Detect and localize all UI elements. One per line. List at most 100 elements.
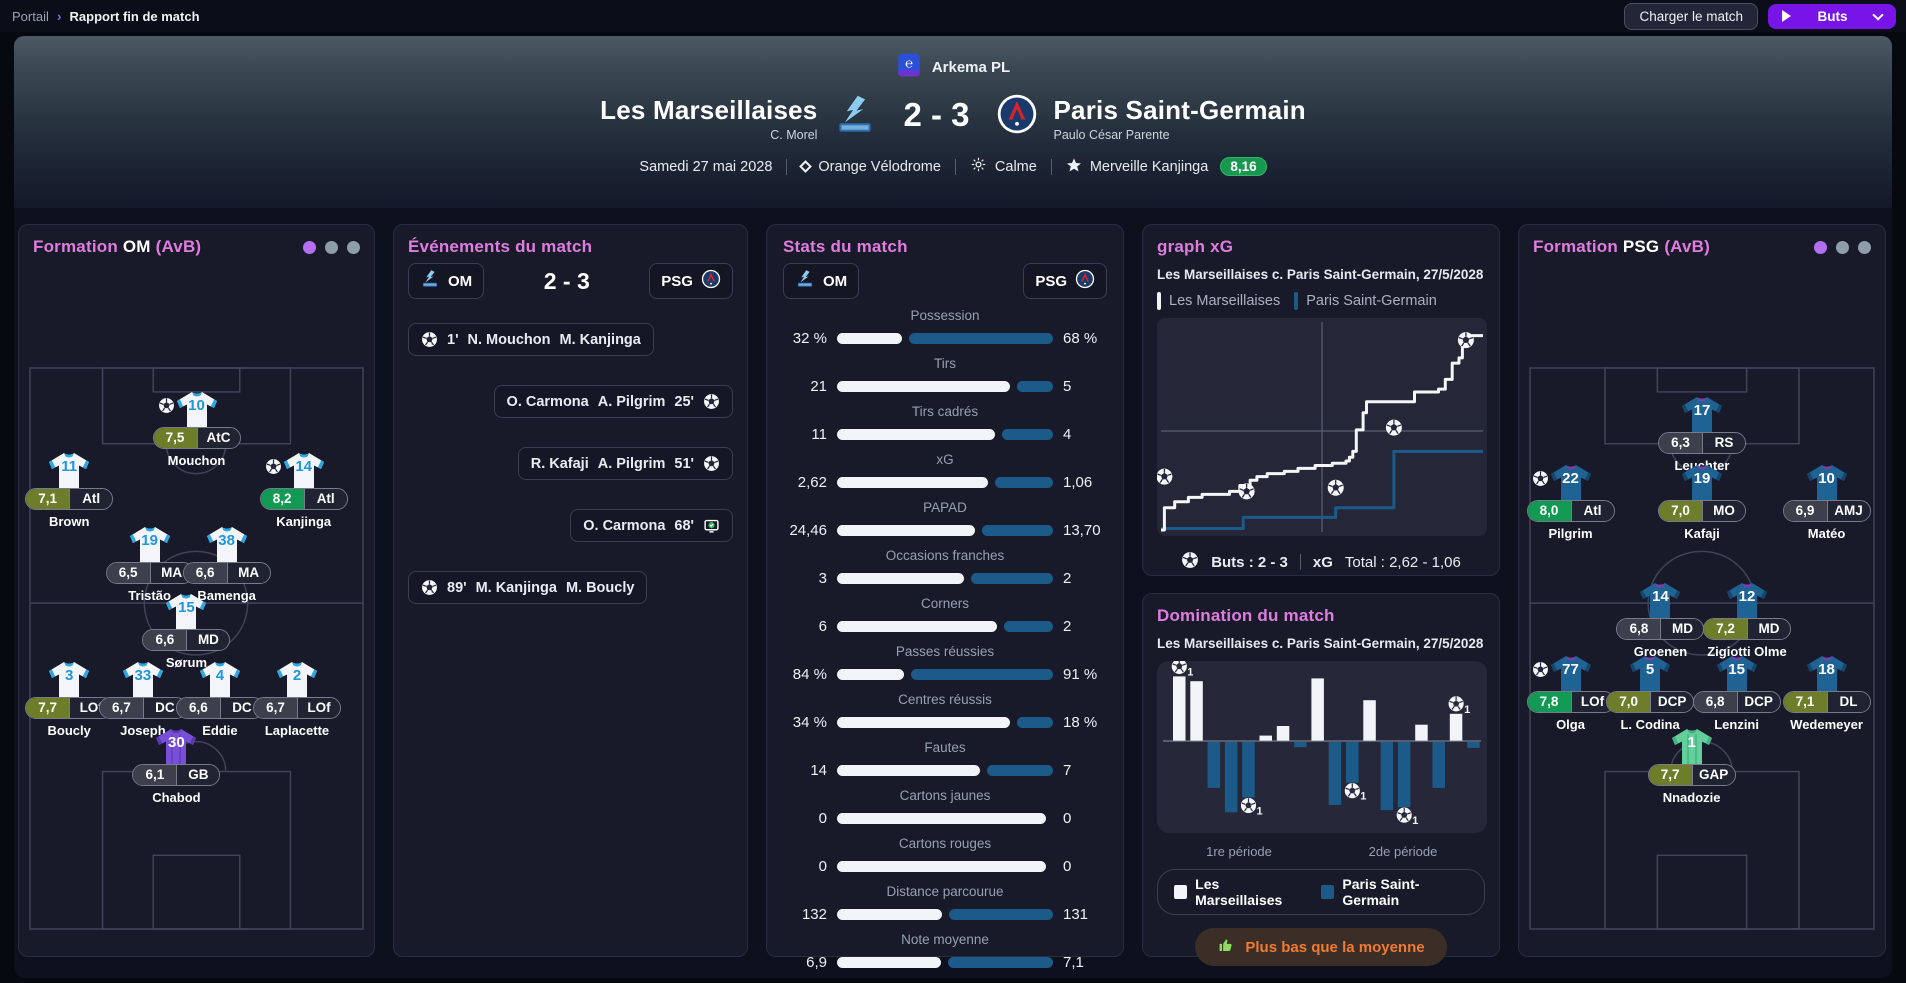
player-pilgrim[interactable]: 22 8,0 Atl Pilgrim [1516,463,1626,541]
player-boucly[interactable]: 3 7,7 LOf Boucly [14,660,124,738]
player-trist-o[interactable]: 19 6,5 MA Tristão [95,525,205,603]
load-match-button[interactable]: Charger le match [1624,2,1758,30]
event-assist: A. Pilgrim [597,393,666,410]
stat-home-value: 24,46 [789,522,827,539]
shirt-number: 15 [1728,661,1745,679]
goal-icon [421,331,438,348]
stat-bar-away [995,477,1053,488]
panel-domination: Domination du match Les Marseillaises c.… [1142,593,1500,966]
player-rating-pill: 7,1 Atl [25,488,114,511]
player-rating-pill: 6,7 LOf [253,696,341,719]
player-groenen[interactable]: 14 6,8 MD Groenen [1605,581,1715,659]
player-rating-pill: 6,6 MD [142,629,231,652]
shirt-number: 22 [1562,469,1579,487]
best-player-name[interactable]: Merveille Kanjinga [1089,158,1209,175]
player-mouchon[interactable]: 10 7,5 AtC Mouchon [142,390,252,468]
stat-bar-home [837,573,965,584]
stat-home-value: 2,62 [797,474,827,491]
view-dot-active[interactable] [1814,240,1827,254]
player-l-codina[interactable]: 5 7,0 DCP L. Codina [1595,654,1705,732]
xg-total-value: Total : 2,62 - 1,06 [1344,553,1461,571]
player-name: Wedemeyer [1790,717,1863,733]
view-dot-active[interactable] [303,240,316,254]
home-team-chip[interactable]: OM [408,263,485,299]
home-team-chip[interactable]: OM [783,263,860,299]
goal-icon [421,579,438,596]
player-eddie[interactable]: 4 6,6 DC Eddie [165,660,275,738]
stat-bar-away [910,669,1053,680]
player-s-rum[interactable]: 15 6,6 MD Sørum [131,592,241,670]
stat-bar-away [971,573,1053,584]
player-rating-pill: 6,8 DCP [1692,691,1781,714]
stat-row-corners: Corners 6 2 [783,596,1107,635]
player-zigiotti-olme[interactable]: 12 7,2 MD Zigiotti Olme [1692,581,1802,659]
psg-logo-icon [1075,269,1095,293]
player-position: DCP [1736,692,1780,713]
panel-title-formation-psg: Formation PSG (AvB) [1533,237,1711,256]
away-team-chip[interactable]: PSG [1023,263,1107,299]
player-kafaji[interactable]: 19 7,0 MO Kafaji [1647,463,1757,541]
weather-icon [970,156,987,177]
domination-subtitle: Les Marseillaises c. Paris Saint-Germain… [1157,636,1484,651]
panel-match-events: Événements du match OM 2 - 3 PSG 1' N. Mo… [393,224,748,957]
goals-button[interactable]: Buts [1768,3,1896,29]
player-rating: 7,5 [153,427,197,448]
home-team-logo [833,93,877,142]
stat-bar-home [837,669,904,680]
player-position: MO [1702,500,1745,521]
away-team-logo [996,93,1038,140]
player-rating-pill: 8,2 Atl [259,488,348,511]
player-lenzini[interactable]: 15 6,8 DCP Lenzini [1682,654,1792,732]
player-chabod[interactable]: 30 6,1 GB Chabod [121,727,231,805]
event-pill[interactable]: O. Carmona 68' [570,509,733,542]
panel-match-stats: Stats du match OM PSG Possession 32 % 68… [766,224,1124,971]
player-position: RS [1702,433,1745,454]
player-mat-o[interactable]: 10 6,9 AMJ Matéo [1772,463,1882,541]
view-dot[interactable] [1836,240,1849,254]
player-leuchter[interactable]: 17 6,3 RS Leuchter [1647,395,1757,473]
player-rating: 6,1 [133,765,177,786]
shirt-number: 3 [65,666,74,684]
stat-label: Fautes [924,740,966,755]
stat-label: PAPAD [923,500,967,515]
stat-away-value: 18 % [1063,714,1098,731]
player-olga[interactable]: 77 7,8 LOf Olga [1516,654,1626,732]
player-rating: 7,7 [1648,765,1692,786]
panel-title-stats: Stats du match [783,237,908,256]
event-pill[interactable]: 89' M. Kanjinga M. Boucly [408,571,648,604]
player-laplacette[interactable]: 2 6,7 LOf Laplacette [242,660,352,738]
player-kanjinga[interactable]: 14 8,2 Atl Kanjinga [249,451,359,529]
event-pill[interactable]: 1' N. Mouchon M. Kanjinga [408,323,654,356]
player-brown[interactable]: 11 7,1 Atl Brown [14,451,124,529]
player-joseph[interactable]: 33 6,7 DC Joseph [88,660,198,738]
shirt-number: 5 [1645,661,1655,679]
player-rating: 6,8 [1617,618,1661,639]
player-name: Laplacette [264,722,330,738]
stat-label: Tirs cadrés [911,404,979,419]
view-dot[interactable] [1858,240,1871,254]
player-rating: 7,2 [1703,618,1747,639]
player-bamenga[interactable]: 38 6,6 MA Bamenga [172,525,282,603]
event-pill[interactable]: R. Kafaji A. Pilgrim 51' [517,447,733,480]
stat-label: Possession [910,308,980,323]
breadcrumb-portail[interactable]: Portail [12,8,49,24]
player-position: Atl [303,489,347,510]
stat-away-value: 2 [1063,570,1072,587]
player-nnadozie[interactable]: 1 7,7 GAP Nnadozie [1637,727,1747,805]
player-rating: 8,2 [260,489,304,510]
player-wedemeyer[interactable]: 18 7,1 DL Wedemeyer [1772,654,1882,732]
xg-footer: Buts : 2 - 3 xG Total : 2,62 - 1,06 [1157,551,1485,573]
away-team-chip[interactable]: PSG [649,263,733,299]
home-team-name[interactable]: Les Marseillaises [600,95,818,125]
stat-away-value: 4 [1063,426,1072,443]
match-header: ℮ Arkema PL Les Marseillaises C. Morel 2… [14,36,1892,208]
match-report-container: ℮ Arkema PL Les Marseillaises C. Morel 2… [14,36,1892,978]
view-dot[interactable] [325,240,338,254]
view-dot[interactable] [347,240,360,254]
event-pill[interactable]: O. Carmona A. Pilgrim 25' [493,385,733,418]
away-team-name[interactable]: Paris Saint-Germain [1053,95,1306,125]
competition-name: Arkema PL [931,59,1011,76]
stat-bar-home [837,621,997,632]
player-rating: 8,0 [1527,500,1571,521]
stat-home-value: 3 [818,570,827,587]
